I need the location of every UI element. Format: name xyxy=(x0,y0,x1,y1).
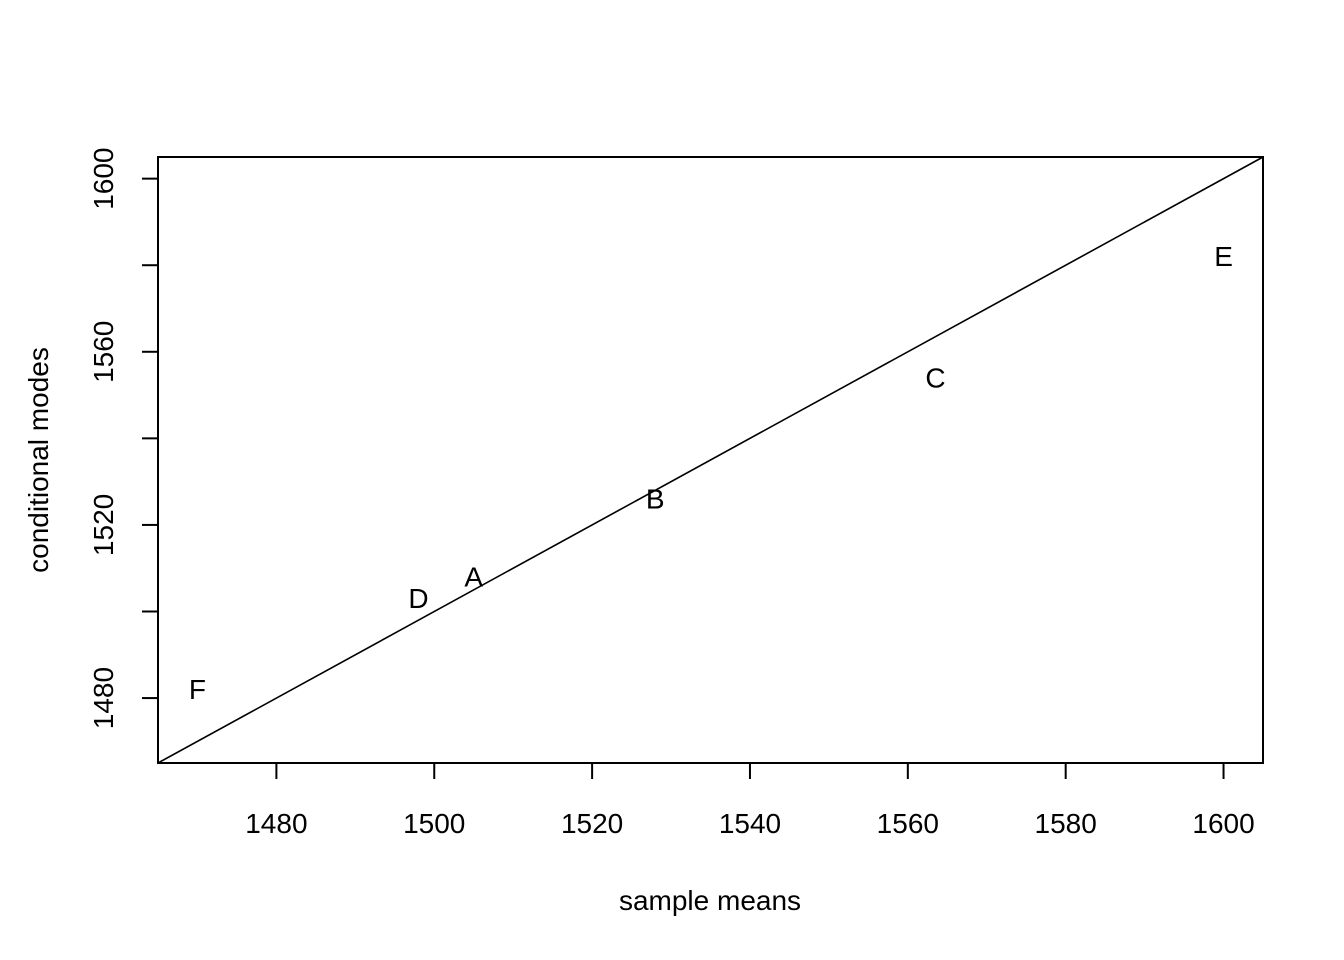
y-tick-label: 1600 xyxy=(88,147,119,209)
point-label-c: C xyxy=(925,362,945,393)
x-tick-label: 1580 xyxy=(1035,808,1097,839)
point-label-e: E xyxy=(1214,241,1233,272)
point-label-d: D xyxy=(408,583,428,614)
plot-frame xyxy=(157,156,1264,764)
y-tick-label: 1560 xyxy=(88,321,119,383)
point-label-a: A xyxy=(464,561,483,592)
point-label-b: B xyxy=(646,483,665,514)
x-axis: 1480 1500 1520 1540 1560 1580 1600 xyxy=(245,763,1255,839)
y-axis-label: conditional modes xyxy=(23,347,54,573)
identity-line xyxy=(157,156,1264,764)
y-tick-label: 1480 xyxy=(88,667,119,729)
x-tick-label: 1500 xyxy=(403,808,465,839)
x-tick-label: 1560 xyxy=(877,808,939,839)
x-axis-label: sample means xyxy=(619,885,801,916)
y-tick-label: 1520 xyxy=(88,494,119,556)
x-tick-label: 1540 xyxy=(719,808,781,839)
x-tick-label: 1520 xyxy=(561,808,623,839)
point-label-f: F xyxy=(189,674,206,705)
points: A B C D E F xyxy=(189,241,1233,705)
y-axis: 1480 1520 1560 1600 xyxy=(88,147,158,729)
x-tick-label: 1600 xyxy=(1192,808,1254,839)
x-tick-label: 1480 xyxy=(245,808,307,839)
